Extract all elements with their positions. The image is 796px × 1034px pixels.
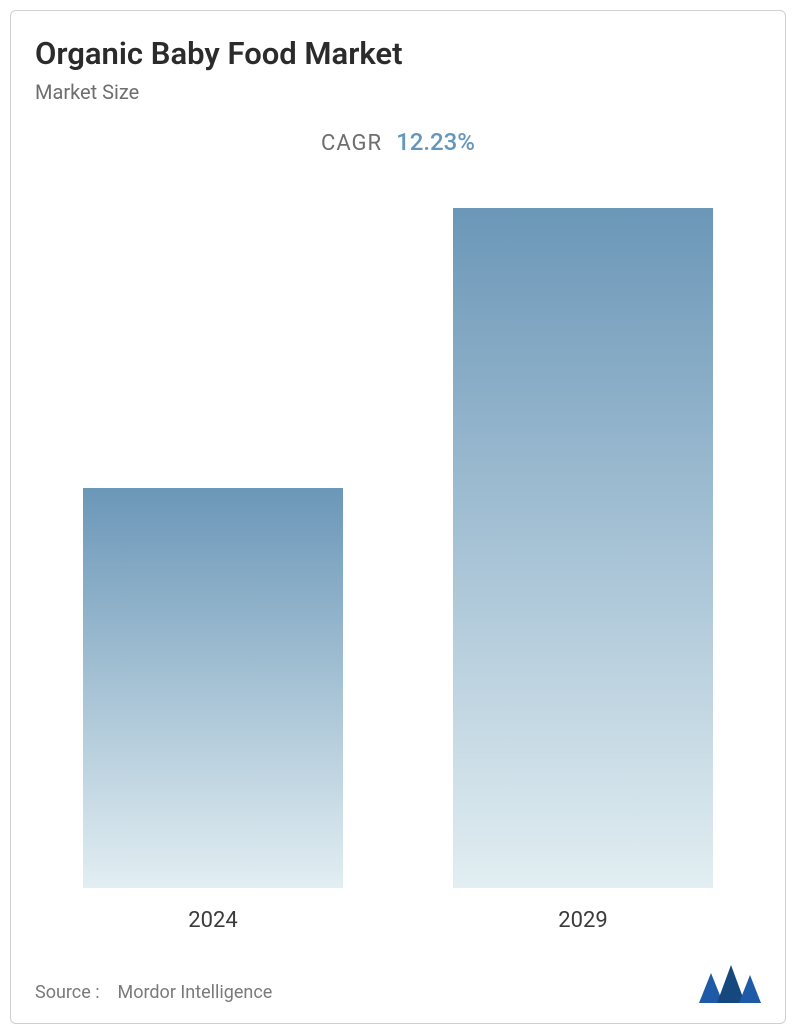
source-prefix: Source : (35, 982, 100, 1003)
bar (453, 208, 713, 888)
bar-group: 2024 (83, 488, 343, 933)
cagr-value: 12.23% (396, 128, 475, 156)
bar-label: 2024 (188, 908, 237, 933)
cagr-label: CAGR (321, 131, 382, 156)
chart-card: Organic Baby Food Market Market Size CAG… (10, 10, 786, 1024)
source-attribution: Source : Mordor Intelligence (35, 982, 272, 1003)
bar (83, 488, 343, 888)
chart-subtitle: Market Size (35, 80, 761, 104)
source-name: Mordor Intelligence (117, 982, 272, 1003)
bar-group: 2029 (453, 208, 713, 933)
footer: Source : Mordor Intelligence (35, 959, 761, 1003)
bar-label: 2029 (558, 908, 607, 933)
chart-title: Organic Baby Food Market (35, 35, 761, 72)
cagr-row: CAGR 12.23% (35, 128, 761, 156)
bar-chart: 2024 2029 (35, 184, 761, 933)
logo-icon (699, 965, 761, 1003)
